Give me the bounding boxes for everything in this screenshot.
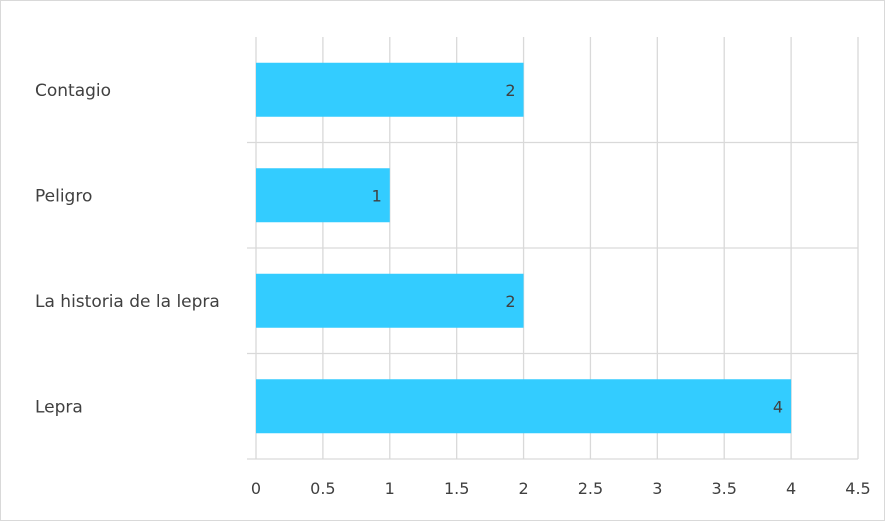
gridlines	[247, 37, 859, 460]
data-labels: 2 1 2 4	[372, 81, 784, 417]
bar-value-label: 4	[773, 397, 783, 416]
x-tick-label: 2	[518, 479, 528, 498]
bars	[256, 62, 792, 434]
x-tick-label: 0.5	[310, 479, 335, 498]
category-label: Contagio	[35, 81, 111, 101]
bar-value-label: 1	[372, 186, 382, 205]
bar-value-label: 2	[505, 292, 515, 311]
x-axis-tick-labels: 0 0.5 1 1.5 2 2.5 3 3.5 4 4.5	[251, 479, 871, 498]
bar-value-label: 2	[505, 81, 515, 100]
bar	[256, 273, 524, 328]
bar	[256, 379, 792, 434]
x-tick-label: 4	[786, 479, 796, 498]
x-tick-label: 0	[251, 479, 261, 498]
category-label: Peligro	[35, 186, 92, 206]
category-labels: Contagio Peligro La historia de la lepra Le…	[35, 81, 220, 418]
x-tick-label: 1	[385, 479, 395, 498]
x-tick-label: 3.5	[711, 479, 736, 498]
x-tick-label: 2.5	[578, 479, 603, 498]
bar	[256, 62, 524, 117]
x-tick-label: 1.5	[444, 479, 469, 498]
category-label: La historia de la lepra	[35, 292, 220, 312]
x-tick-label: 4.5	[845, 479, 870, 498]
x-tick-label: 3	[652, 479, 662, 498]
bar	[256, 168, 390, 223]
category-label: Lepra	[35, 397, 83, 417]
